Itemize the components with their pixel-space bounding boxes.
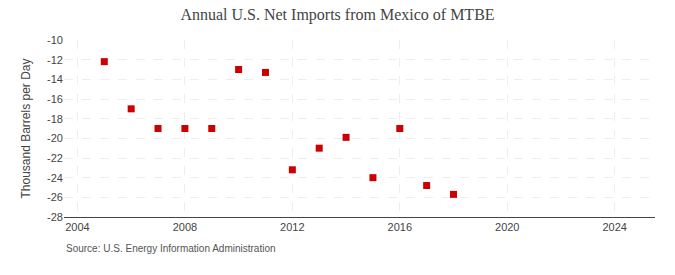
svg-text:2008: 2008 xyxy=(173,221,197,233)
svg-text:2024: 2024 xyxy=(602,221,626,233)
svg-text:-22: -22 xyxy=(47,152,63,164)
svg-text:-26: -26 xyxy=(47,191,63,203)
svg-text:Annual U.S. Net Imports from M: Annual U.S. Net Imports from Mexico of M… xyxy=(180,6,494,24)
svg-text:-10: -10 xyxy=(47,34,63,46)
svg-text:2004: 2004 xyxy=(65,221,89,233)
svg-text:-12: -12 xyxy=(47,54,63,66)
svg-text:-16: -16 xyxy=(47,93,63,105)
svg-text:Source: U.S. Energy Informatio: Source: U.S. Energy Information Administ… xyxy=(66,243,276,254)
svg-text:-28: -28 xyxy=(47,211,63,223)
svg-text:2020: 2020 xyxy=(495,221,519,233)
svg-text:-24: -24 xyxy=(47,172,63,184)
svg-text:-20: -20 xyxy=(47,132,63,144)
svg-text:2012: 2012 xyxy=(280,221,304,233)
svg-text:Thousand Barrels per Day: Thousand Barrels per Day xyxy=(19,58,33,198)
svg-text:-14: -14 xyxy=(47,73,63,85)
svg-text:2016: 2016 xyxy=(388,221,412,233)
svg-text:-18: -18 xyxy=(47,113,63,125)
